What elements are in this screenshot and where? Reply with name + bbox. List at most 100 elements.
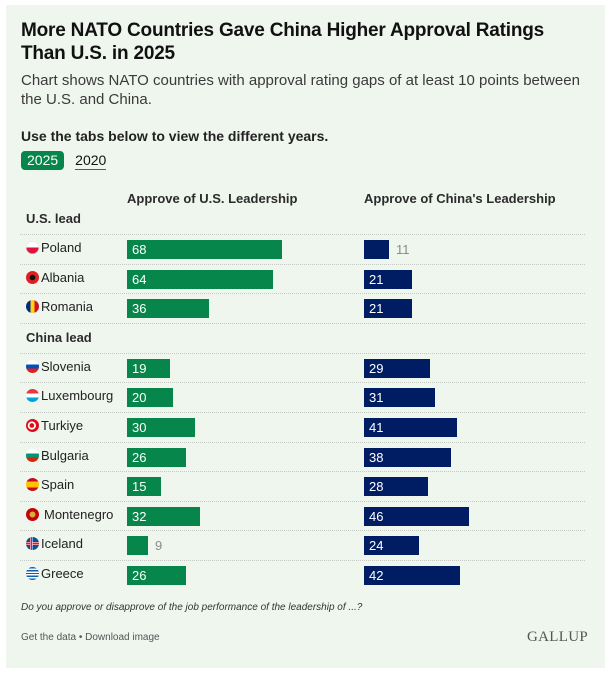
- row-separator: [20, 234, 585, 235]
- us-approval-bar: [127, 388, 173, 408]
- country-label: Turkiye: [26, 418, 83, 433]
- us-value-label: 19: [132, 360, 147, 376]
- table-row: Bulgaria 26 38: [20, 442, 585, 472]
- chart-subtitle: Chart shows NATO countries with approval…: [21, 72, 580, 108]
- china-value-label: 28: [369, 479, 384, 495]
- country-label: Luxembourg: [26, 388, 113, 403]
- china-approval-bar: [364, 388, 435, 408]
- table-row: Turkiye 30 41: [20, 412, 585, 442]
- china-approval-bar: [364, 477, 428, 497]
- row-separator: [20, 500, 585, 502]
- us-value-label: 64: [132, 271, 147, 287]
- country-label: Montenegro: [26, 507, 113, 522]
- country-name: Bulgaria: [41, 447, 89, 463]
- us-approval-bar: [127, 418, 195, 437]
- country-label: Slovenia: [26, 359, 91, 374]
- china-value-label: 38: [369, 449, 384, 465]
- country-name: Romania: [41, 299, 94, 315]
- us-approval-bar: [127, 566, 186, 585]
- footer-links: Get the data • Download image: [21, 632, 160, 643]
- table-row: Greece 26 42: [20, 560, 585, 590]
- us-value-label: 26: [132, 449, 147, 465]
- country-name: Montenegro: [44, 506, 114, 522]
- china-value-label: 42: [369, 568, 384, 583]
- iceland-flag-icon: [26, 537, 39, 551]
- china-approval-bar: [364, 447, 451, 467]
- table-row: Iceland 9 24: [20, 530, 585, 560]
- country-label: Greece: [26, 566, 84, 581]
- get-data-link[interactable]: Get the data: [21, 632, 77, 643]
- china-value-label: 31: [369, 390, 384, 406]
- row-separator: [20, 471, 585, 473]
- romania-flag-icon: [26, 300, 39, 314]
- gallup-logo: GALLUP: [527, 629, 588, 645]
- row-separator: [20, 293, 585, 295]
- spain-flag-icon: [26, 478, 39, 492]
- montenegro-flag-icon: [26, 507, 39, 521]
- row-separator: [20, 441, 585, 443]
- us-value-label: 26: [132, 568, 147, 583]
- country-label: Poland: [26, 240, 81, 255]
- us-approval-bar: [127, 447, 186, 467]
- us-approval-bar: [127, 506, 200, 526]
- us-approval-bar: [127, 477, 161, 497]
- country-name: Poland: [41, 240, 82, 255]
- greece-flag-icon: [26, 567, 39, 580]
- row-separator: [20, 530, 585, 532]
- china-approval-bar: [364, 418, 457, 437]
- country-name: Slovenia: [41, 358, 91, 374]
- china-value-label: 29: [369, 360, 384, 376]
- country-name: Turkiye: [41, 418, 84, 433]
- tab-2025[interactable]: 2025: [21, 151, 65, 170]
- column-header-us: Approve of U.S. Leadership: [127, 191, 298, 206]
- poland-flag-icon: [26, 241, 39, 254]
- group-label: China lead: [26, 329, 92, 345]
- us-value-label: 36: [132, 301, 147, 317]
- us-value-label: 32: [132, 508, 147, 524]
- row-separator: [20, 263, 585, 265]
- china-value-label: 41: [369, 420, 384, 435]
- luxembourg-flag-icon: [26, 389, 39, 403]
- row-separator: [20, 382, 585, 384]
- china-approval-bar: [364, 240, 389, 259]
- china-value-label: 21: [369, 301, 384, 317]
- country-name: Luxembourg: [41, 388, 114, 404]
- country-label: Spain: [26, 477, 74, 492]
- us-value-label: 9: [155, 538, 163, 554]
- group-label: U.S. lead: [26, 211, 81, 226]
- survey-question: Do you approve or disapprove of the job …: [21, 602, 363, 613]
- china-value-label: 24: [369, 538, 384, 554]
- us-approval-bar: [127, 240, 282, 259]
- year-tabs: 2025 2020: [21, 151, 107, 170]
- slovenia-flag-icon: [26, 359, 39, 373]
- chart-title: More NATO Countries Gave China Higher Ap…: [21, 20, 545, 64]
- table-row: Spain 15 28: [20, 471, 585, 501]
- tab-2020[interactable]: 2020: [75, 151, 107, 170]
- bulgaria-flag-icon: [26, 448, 39, 462]
- china-approval-bar: [364, 506, 469, 526]
- row-separator: [20, 560, 585, 561]
- us-value-label: 15: [132, 479, 147, 495]
- us-value-label: 20: [132, 390, 147, 406]
- china-approval-bar: [364, 358, 430, 378]
- row-separator: [20, 412, 585, 413]
- china-value-label: 11: [396, 242, 410, 257]
- country-label: Romania: [26, 299, 93, 314]
- row-separator: [20, 322, 585, 324]
- china-approval-bar: [364, 536, 419, 556]
- table-row: Slovenia 19 29: [20, 353, 585, 383]
- chart-panel: [6, 5, 605, 668]
- tabs-instruction: Use the tabs below to view the different…: [21, 128, 329, 144]
- country-name: Spain: [41, 477, 75, 493]
- country-name: Albania: [41, 269, 85, 285]
- row-separator: [20, 352, 585, 354]
- country-label: Iceland: [26, 536, 83, 551]
- albania-flag-icon: [26, 270, 39, 284]
- us-approval-bar: [127, 269, 273, 289]
- table-row: Romania 36 21: [20, 293, 585, 323]
- us-value-label: 68: [132, 242, 147, 257]
- us-approval-bar: [127, 299, 209, 319]
- country-label: Albania: [26, 270, 84, 285]
- column-header-china: Approve of China's Leadership: [364, 191, 556, 206]
- download-image-link[interactable]: Download image: [85, 632, 160, 643]
